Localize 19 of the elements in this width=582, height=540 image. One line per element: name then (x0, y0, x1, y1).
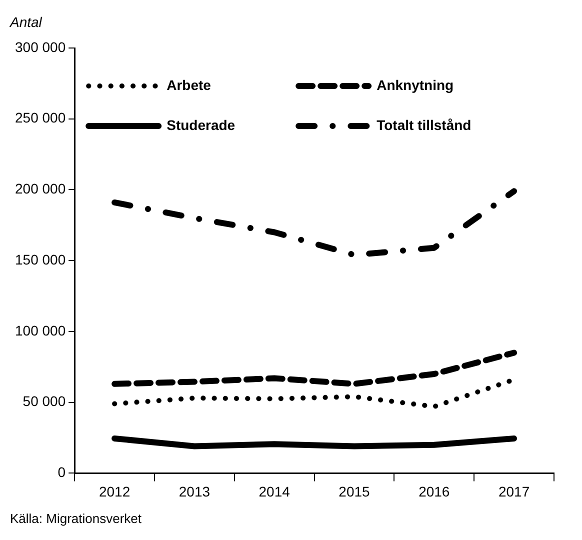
x-tick-label: 2012 (98, 483, 130, 500)
x-tick-label: 2013 (178, 483, 210, 500)
x-tick-label: 2017 (498, 483, 530, 500)
text: Källa: Migrationsverket (10, 511, 142, 526)
y-tick-label: 250 000 (14, 110, 66, 126)
y-tick-label: 100 000 (14, 322, 66, 338)
x-tick-label: 2014 (258, 483, 290, 500)
y-tick-label: 150 000 (14, 251, 66, 268)
x-tick-label: 2015 (338, 483, 370, 500)
legend-label: Anknytning (376, 76, 454, 93)
y-axis-title: Antal (9, 14, 43, 30)
y-tick-label: 300 000 (14, 38, 66, 55)
y-tick-label: 200 000 (14, 180, 66, 197)
y-tick-label: 50 000 (22, 393, 66, 410)
legend-label: Studerade (166, 116, 236, 133)
y-tick-label: 0 (58, 464, 66, 480)
legend-label: Arbete (166, 76, 212, 93)
legend-label: Totalt tillstånd (376, 116, 472, 133)
x-tick-label: 2016 (418, 483, 450, 500)
